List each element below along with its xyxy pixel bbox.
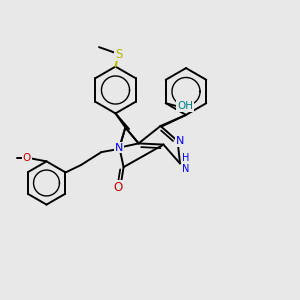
Text: S: S	[115, 47, 122, 61]
Text: O: O	[23, 153, 31, 164]
Text: OH: OH	[177, 101, 193, 111]
Text: O: O	[114, 181, 123, 194]
Text: H
N: H N	[182, 153, 189, 174]
Text: N: N	[176, 136, 184, 146]
Text: N: N	[115, 142, 124, 153]
